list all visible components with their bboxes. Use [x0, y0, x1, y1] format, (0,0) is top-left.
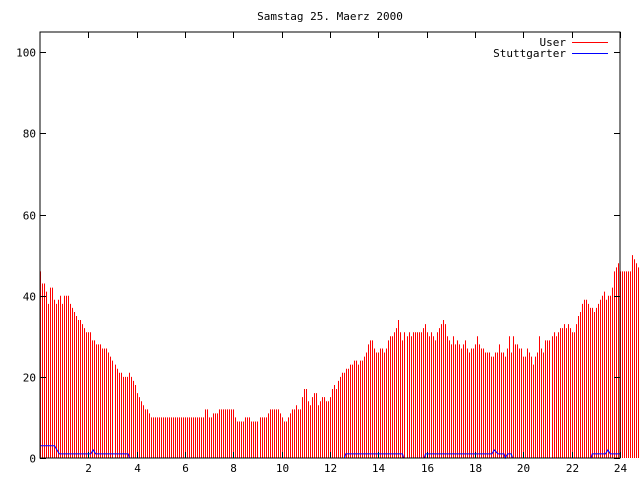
y-tick-label: 100 — [16, 47, 36, 60]
legend-label-stuttgarter: Stuttgarter — [493, 47, 566, 60]
x-tick-label: 2 — [85, 462, 92, 475]
x-tick-label: 20 — [517, 462, 530, 475]
legend: User Stuttgarter — [493, 36, 608, 60]
x-tick-label: 8 — [230, 462, 237, 475]
x-tick-label: 18 — [469, 462, 482, 475]
plot-frame — [39, 31, 621, 459]
x-tick-label: 16 — [421, 462, 434, 475]
stuttgarter-line-layer — [40, 445, 620, 460]
y-tick-label: 40 — [23, 291, 36, 304]
stuttgarter-line — [40, 445, 620, 460]
y-tick-label: 0 — [29, 453, 36, 466]
user-bars — [40, 255, 639, 458]
y-tick-label: 20 — [23, 372, 36, 385]
x-tick-label: 4 — [134, 462, 141, 475]
x-tick-label: 22 — [566, 462, 579, 475]
x-tick-label: 12 — [324, 462, 337, 475]
y-tick-label: 80 — [23, 128, 36, 141]
x-tick-label: 10 — [276, 462, 289, 475]
x-tick-label: 6 — [182, 462, 189, 475]
x-tick-label: 14 — [372, 462, 386, 475]
legend-label-user: User — [540, 36, 567, 49]
chart-title: Samstag 25. Maerz 2000 — [257, 10, 403, 23]
y-tick-label: 60 — [23, 210, 36, 223]
x-tick-label: 24 — [614, 462, 628, 475]
